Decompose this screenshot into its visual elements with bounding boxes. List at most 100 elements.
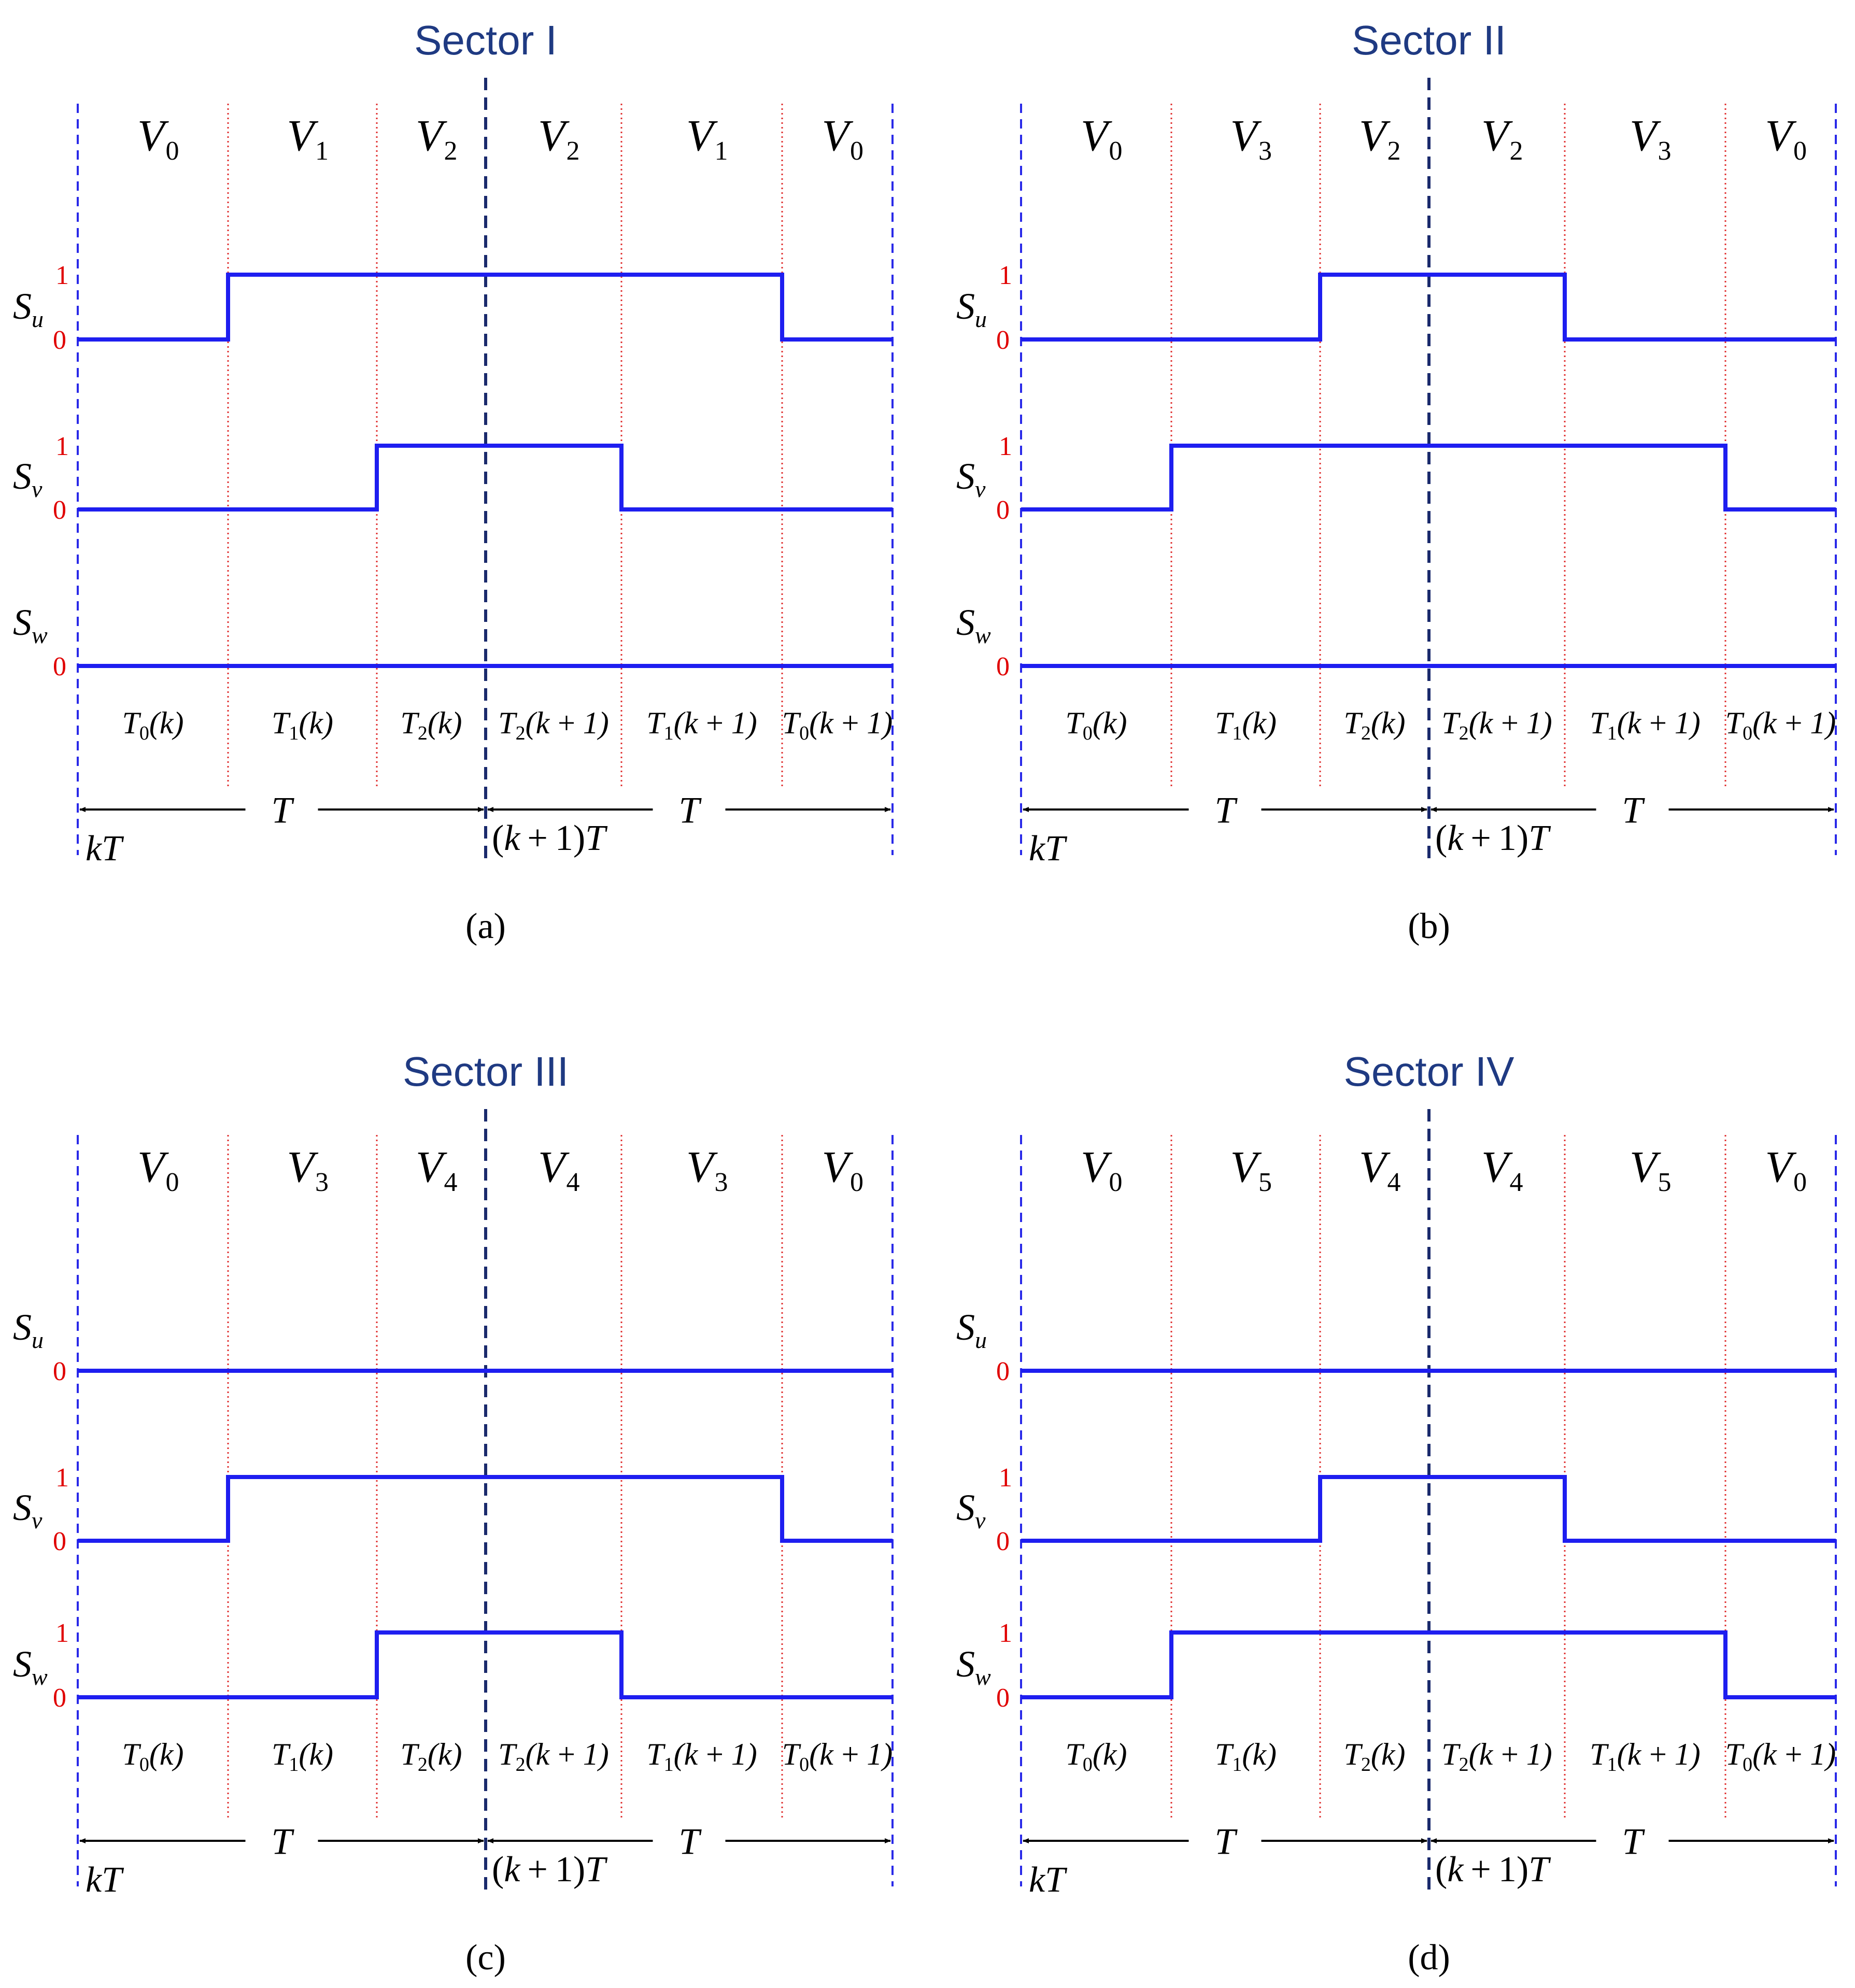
interval-duration-label: T2(k)	[401, 706, 462, 744]
level-zero-label: 0	[53, 1357, 66, 1386]
switching-waveform-s-w	[1021, 1630, 1836, 1699]
voltage-vector-label: V1	[287, 110, 329, 166]
voltage-vector-label: V2	[416, 110, 458, 166]
voltage-vector-label: V3	[1630, 110, 1672, 166]
level-one-label: 1	[999, 1618, 1012, 1648]
level-one-label: 1	[55, 1618, 69, 1648]
level-one-label: 1	[999, 261, 1012, 290]
interval-duration-label: T0(k + 1)	[782, 1737, 893, 1776]
level-one-label: 1	[55, 1463, 69, 1493]
signal-label: Sw	[956, 602, 991, 648]
signal-label: Sw	[956, 1643, 991, 1690]
interval-duration-label: T1(k + 1)	[1590, 1737, 1700, 1776]
period-label: T	[271, 789, 294, 831]
interval-duration-label: T2(k + 1)	[1441, 1737, 1552, 1776]
signal-label: Sv	[13, 1487, 43, 1533]
voltage-vector-label: V3	[1230, 110, 1272, 166]
level-zero-label: 0	[996, 325, 1010, 355]
level-zero-label: 0	[996, 495, 1010, 525]
interval-duration-label: T2(k + 1)	[498, 1737, 608, 1776]
switching-waveform-s-w	[78, 1630, 893, 1699]
interval-duration-label: T0(k + 1)	[782, 706, 893, 744]
level-one-label: 1	[55, 432, 69, 461]
voltage-vector-label: V3	[686, 1142, 728, 1197]
period-label: T	[1622, 1821, 1645, 1862]
signal-label: Sv	[956, 1487, 986, 1533]
voltage-vector-label: V3	[287, 1142, 329, 1197]
panel-caption: (b)	[1408, 906, 1450, 946]
interval-duration-label: T1(k + 1)	[646, 1737, 757, 1776]
voltage-vector-label: V2	[1481, 110, 1523, 166]
signal-label: Sv	[956, 456, 986, 502]
voltage-vector-label: V1	[686, 110, 728, 166]
signal-label: Su	[13, 1307, 44, 1353]
voltage-vector-label: V2	[1359, 110, 1401, 166]
voltage-vector-label: V4	[1481, 1142, 1523, 1197]
level-one-label: 1	[999, 432, 1012, 461]
level-zero-label: 0	[996, 1683, 1010, 1713]
interval-duration-label: T0(k)	[122, 706, 184, 744]
switching-waveform-s-v	[1021, 1475, 1836, 1543]
switching-waveform-s-v	[78, 1475, 893, 1543]
interval-duration-label: T2(k + 1)	[498, 706, 608, 744]
voltage-vector-label: V0	[822, 1142, 864, 1197]
level-one-label: 1	[999, 1463, 1012, 1493]
period-label: T	[1622, 789, 1645, 831]
level-zero-label: 0	[53, 325, 66, 355]
interval-duration-label: T0(k + 1)	[1725, 706, 1836, 744]
signal-label: Su	[956, 1307, 987, 1353]
interval-duration-label: T2(k)	[1344, 706, 1406, 744]
start-instant-label: kT	[1029, 829, 1068, 869]
period-label: T	[271, 1821, 294, 1862]
voltage-vector-label: V4	[1359, 1142, 1401, 1197]
voltage-vector-label: V0	[137, 1142, 179, 1197]
interval-duration-label: T1(k)	[272, 1737, 333, 1776]
level-zero-label: 0	[53, 1683, 66, 1713]
voltage-vector-label: V0	[1081, 1142, 1123, 1197]
voltage-vector-label: V4	[538, 1142, 580, 1197]
interval-duration-label: T2(k + 1)	[1441, 706, 1552, 744]
start-instant-label: kT	[86, 829, 124, 869]
signal-label: Sw	[13, 1643, 48, 1690]
panel-title: Sector II	[1352, 17, 1506, 63]
panel-title: Sector III	[403, 1048, 569, 1095]
sampling-instant-label: (k + 1)T	[1435, 1850, 1551, 1890]
switching-waveform-s-v	[78, 444, 893, 512]
interval-duration-label: T1(k)	[1215, 1737, 1277, 1776]
panel-title: Sector I	[414, 17, 557, 63]
voltage-vector-label: V5	[1230, 1142, 1272, 1197]
voltage-vector-label: V4	[416, 1142, 458, 1197]
signal-label: Sv	[13, 456, 43, 502]
voltage-vector-label: V0	[137, 110, 179, 166]
level-zero-label: 0	[996, 1357, 1010, 1386]
interval-duration-label: T1(k + 1)	[646, 706, 757, 744]
interval-duration-label: T0(k)	[1066, 1737, 1127, 1776]
interval-duration-label: T0(k)	[122, 1737, 184, 1776]
interval-duration-label: T2(k)	[1344, 1737, 1406, 1776]
level-zero-label: 0	[53, 495, 66, 525]
voltage-vector-label: V0	[1081, 110, 1123, 166]
panel-caption: (d)	[1408, 1938, 1450, 1978]
switching-waveform-s-u	[1021, 273, 1836, 342]
level-zero-label: 0	[996, 1527, 1010, 1556]
sampling-instant-label: (k + 1)T	[1435, 818, 1551, 858]
panel-caption: (c)	[465, 1938, 506, 1978]
period-label: T	[678, 789, 702, 831]
voltage-vector-label: V0	[1765, 1142, 1807, 1197]
interval-duration-label: T1(k + 1)	[1590, 706, 1700, 744]
level-one-label: 1	[55, 261, 69, 290]
voltage-vector-label: V2	[538, 110, 580, 166]
start-instant-label: kT	[86, 1860, 124, 1900]
interval-duration-label: T2(k)	[401, 1737, 462, 1776]
interval-duration-label: T0(k + 1)	[1725, 1737, 1836, 1776]
start-instant-label: kT	[1029, 1860, 1068, 1900]
interval-duration-label: T1(k)	[1215, 706, 1277, 744]
period-label: T	[1214, 1821, 1238, 1862]
signal-label: Su	[13, 286, 44, 332]
panel-caption: (a)	[465, 906, 506, 946]
interval-duration-label: T0(k)	[1066, 706, 1127, 744]
